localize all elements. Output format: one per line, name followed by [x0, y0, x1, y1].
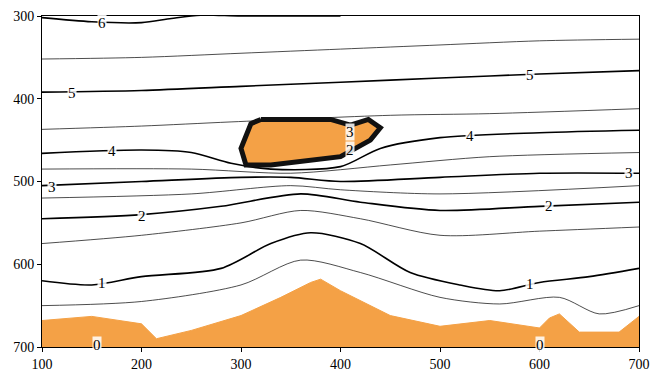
svg-text:300: 300: [231, 357, 252, 372]
svg-text:200: 200: [131, 357, 152, 372]
svg-text:6: 6: [98, 15, 106, 31]
svg-text:400: 400: [330, 357, 351, 372]
svg-text:3: 3: [625, 165, 633, 181]
svg-text:500: 500: [13, 174, 34, 189]
svg-text:3: 3: [346, 124, 354, 140]
svg-text:1: 1: [98, 275, 106, 291]
svg-text:500: 500: [430, 357, 451, 372]
svg-text:600: 600: [13, 257, 34, 272]
svg-text:100: 100: [32, 357, 53, 372]
svg-text:3: 3: [48, 179, 56, 195]
svg-text:300: 300: [13, 9, 34, 24]
svg-text:2: 2: [545, 198, 553, 214]
svg-text:2: 2: [138, 208, 146, 224]
svg-text:4: 4: [466, 128, 474, 144]
svg-text:2: 2: [346, 142, 354, 158]
svg-text:0: 0: [536, 337, 544, 353]
svg-text:5: 5: [526, 67, 534, 83]
svg-text:1: 1: [526, 276, 534, 292]
svg-text:5: 5: [68, 85, 76, 101]
svg-text:600: 600: [529, 357, 550, 372]
svg-text:700: 700: [13, 340, 34, 355]
svg-text:400: 400: [13, 92, 34, 107]
svg-text:4: 4: [108, 143, 116, 159]
svg-text:700: 700: [629, 357, 650, 372]
svg-text:0: 0: [93, 337, 101, 353]
